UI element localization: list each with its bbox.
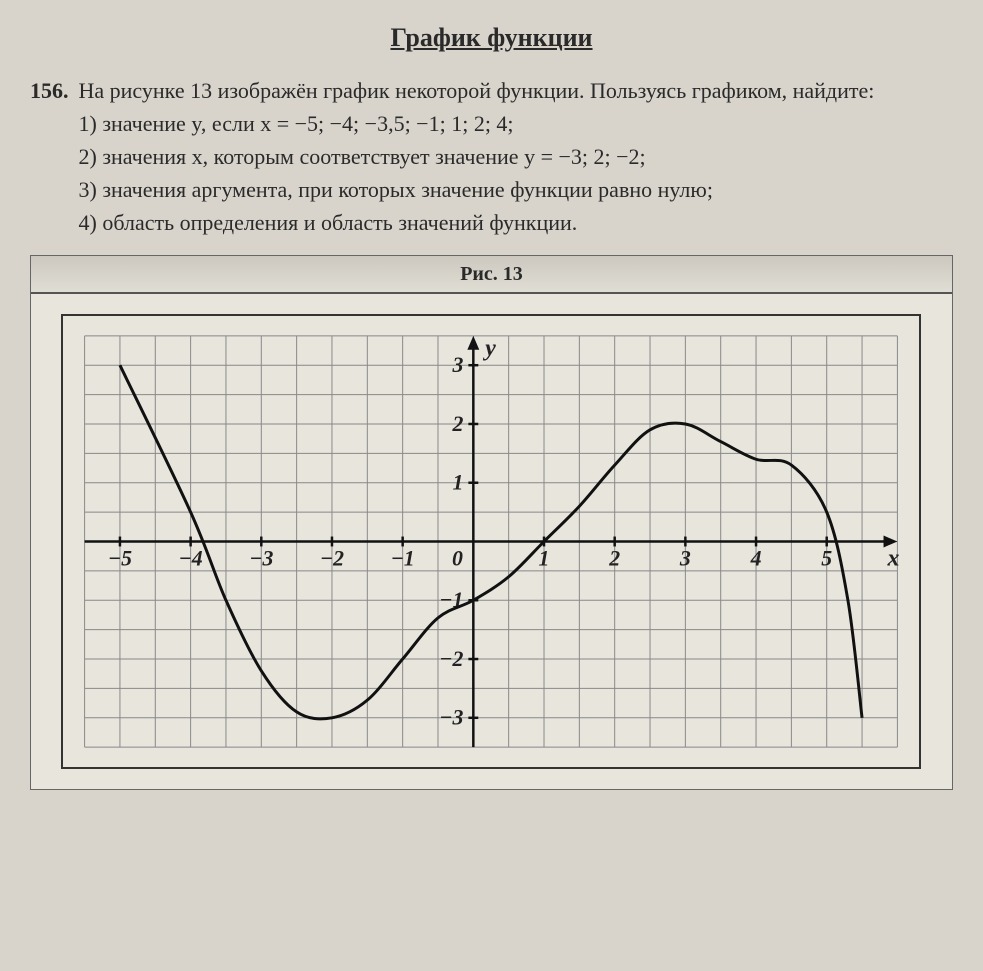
problem-body: На рисунке 13 изображён график некоторой… — [79, 76, 954, 240]
problem-number: 156. — [30, 76, 69, 240]
svg-text:0: 0 — [452, 547, 463, 571]
svg-text:−4: −4 — [179, 547, 203, 571]
svg-text:−1: −1 — [391, 547, 415, 571]
svg-text:4: 4 — [750, 547, 762, 571]
svg-text:−2: −2 — [320, 547, 344, 571]
svg-text:−3: −3 — [249, 547, 273, 571]
figure-frame: Рис. 13 −5−4−3−2−1012345−3−2−1123xy — [30, 255, 953, 790]
svg-text:x: x — [886, 546, 899, 572]
problem-block: 156. На рисунке 13 изображён график неко… — [30, 76, 953, 240]
problem-intro: На рисунке 13 изображён график некоторой… — [79, 76, 954, 107]
svg-text:1: 1 — [453, 471, 464, 495]
problem-item-4: 4) область определения и область значени… — [79, 208, 954, 239]
svg-text:−5: −5 — [108, 547, 132, 571]
function-graph: −5−4−3−2−1012345−3−2−1123xy — [61, 314, 921, 769]
svg-text:y: y — [482, 336, 496, 362]
figure-label: Рис. 13 — [31, 256, 952, 294]
svg-text:2: 2 — [452, 412, 464, 436]
svg-text:2: 2 — [608, 547, 620, 571]
svg-text:−3: −3 — [439, 706, 463, 730]
svg-text:3: 3 — [452, 354, 464, 378]
problem-item-1: 1) значение y, если x = −5; −4; −3,5; −1… — [79, 109, 954, 140]
svg-text:−2: −2 — [439, 647, 463, 671]
problem-item-3: 3) значения аргумента, при которых значе… — [79, 175, 954, 206]
svg-text:1: 1 — [539, 547, 550, 571]
svg-text:3: 3 — [679, 547, 691, 571]
chart-inner: −5−4−3−2−1012345−3−2−1123xy — [31, 294, 952, 789]
problem-item-2: 2) значения x, которым соответствует зна… — [79, 142, 954, 173]
svg-text:5: 5 — [821, 547, 832, 571]
page-title: График функции — [30, 20, 953, 56]
